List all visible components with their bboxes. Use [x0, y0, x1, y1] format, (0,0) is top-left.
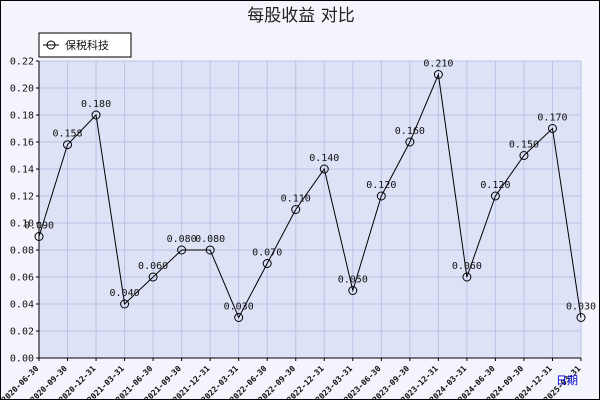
- data-point: [576, 313, 586, 322]
- data-label: 0.110: [281, 194, 311, 205]
- data-point: [205, 245, 215, 255]
- y-tick-label: 0.04: [10, 300, 34, 311]
- data-label: 0.120: [480, 180, 510, 191]
- plot-area: [39, 61, 581, 358]
- data-label: 0.158: [52, 129, 82, 140]
- data-point: [376, 191, 386, 201]
- data-point: [405, 137, 415, 147]
- data-point: [348, 286, 358, 295]
- y-tick-label: 0.18: [10, 111, 34, 122]
- data-label: 0.080: [167, 234, 197, 245]
- y-tick-label: 0.08: [10, 246, 34, 257]
- y-tick-label: 0.06: [10, 273, 34, 284]
- data-point: [262, 259, 272, 268]
- data-label: 0.040: [110, 288, 140, 299]
- series-line: [38, 72, 582, 319]
- data-point: [462, 272, 472, 282]
- y-tick-label: 0.02: [10, 327, 34, 338]
- data-label: 0.030: [566, 302, 596, 313]
- data-point: [234, 313, 244, 322]
- y-tick-label: 0.14: [10, 165, 34, 176]
- data-point: [519, 151, 529, 160]
- y-tick-label: 0.00: [10, 354, 34, 365]
- data-label: 0.060: [138, 261, 168, 272]
- data-label: 0.120: [366, 180, 396, 191]
- data-label: 0.170: [537, 113, 567, 124]
- data-label: 0.210: [423, 59, 453, 70]
- data-point: [63, 140, 73, 150]
- data-point: [34, 232, 44, 241]
- data-label: 0.050: [338, 275, 368, 286]
- chart-title: 每股收益 对比: [247, 6, 354, 26]
- y-tick-label: 0.10: [10, 219, 34, 230]
- data-label: 0.160: [395, 126, 425, 137]
- data-point: [319, 164, 329, 174]
- data-label: 0.090: [24, 221, 54, 232]
- legend-label: 保税科技: [65, 38, 109, 52]
- data-label: 0.070: [252, 248, 282, 259]
- data-label: 0.150: [509, 140, 539, 151]
- data-label: 0.030: [224, 302, 254, 313]
- data-point: [148, 272, 158, 282]
- legend: 保税科技: [38, 32, 132, 58]
- y-tick-label: 0.20: [10, 84, 34, 95]
- data-point: [490, 191, 500, 201]
- legend-marker-icon: [46, 40, 56, 50]
- y-tick-label: 0.12: [10, 192, 34, 203]
- y-tick-label: 0.16: [10, 138, 34, 149]
- data-label: 0.060: [452, 261, 482, 272]
- data-point: [91, 110, 101, 120]
- data-point: [547, 124, 557, 133]
- data-label: 0.140: [309, 153, 339, 164]
- data-point: [120, 299, 130, 309]
- x-unit-label: 日期: [556, 374, 578, 387]
- data-point: [177, 245, 187, 255]
- data-label: 0.180: [81, 99, 111, 110]
- data-point: [433, 70, 443, 79]
- data-point: [291, 205, 301, 214]
- y-tick-label: 0.22: [10, 57, 34, 68]
- data-label: 0.080: [195, 234, 225, 245]
